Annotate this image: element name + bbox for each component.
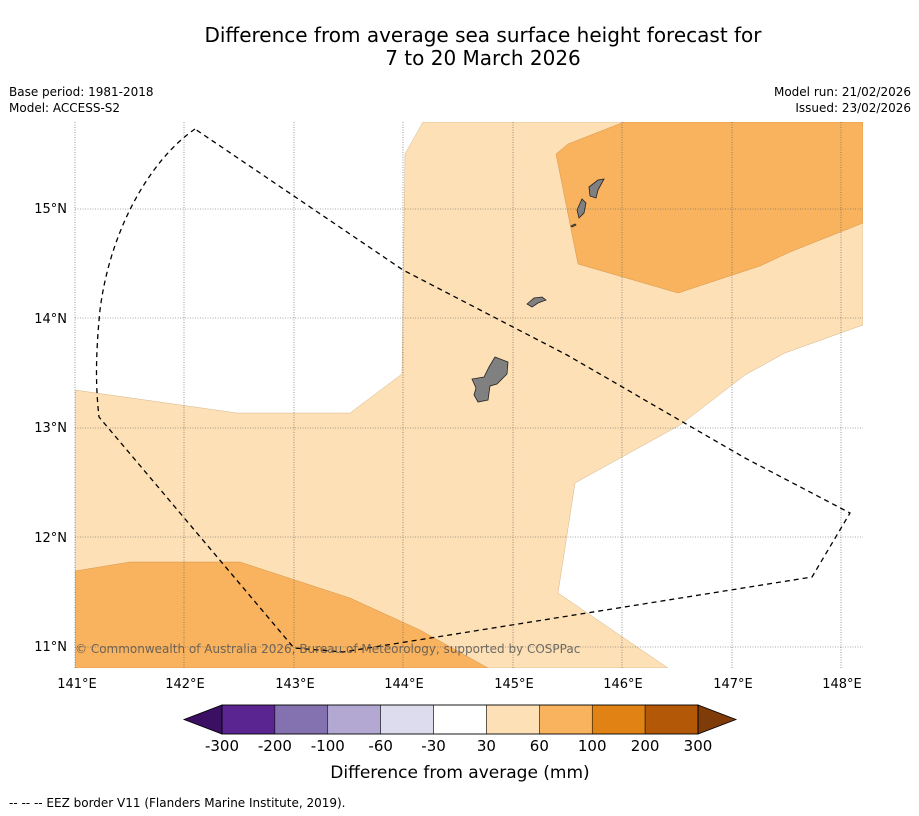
colorbar-segment: [539, 704, 593, 735]
colorbar-segment: [380, 704, 434, 735]
colorbar-segment: [274, 704, 329, 735]
lat-label: 13°N: [34, 421, 67, 436]
lat-label: 15°N: [34, 202, 67, 217]
lon-label: 148°E: [822, 677, 862, 692]
eez-border: [95, 128, 851, 653]
contour-60-100-northeast: [555, 122, 863, 294]
colorbar-segment: [327, 704, 381, 735]
copyright-watermark: © Commonwealth of Australia 2026, Bureau…: [75, 642, 580, 656]
lon-label: 142°E: [165, 677, 205, 692]
colorbar-tick-label: 200: [631, 737, 660, 755]
lat-label: 12°N: [34, 531, 67, 546]
title-line-1: Difference from average sea surface heig…: [204, 23, 762, 47]
contour-60-100-southwest: [75, 561, 489, 668]
guam-island: [471, 356, 509, 403]
colorbar-segment: [591, 704, 646, 735]
tinian-island: [576, 198, 587, 219]
rota-island: [526, 296, 547, 308]
colorbar-segment: [433, 704, 487, 735]
lon-label: 144°E: [384, 677, 424, 692]
land-islands: [471, 178, 605, 403]
eez-credit-note: -- -- -- EEZ border V11 (Flanders Marine…: [9, 796, 346, 810]
issued-date: Issued: 23/02/2026: [795, 101, 911, 115]
lon-label: 145°E: [494, 677, 534, 692]
colorbar-tick-label: -60: [368, 737, 393, 755]
colorbar-outline: [221, 704, 699, 735]
model-name: Model: ACCESS-S2: [9, 101, 121, 115]
longitude-labels: 141°E 142°E 143°E 144°E 145°E 146°E 147°…: [57, 677, 862, 692]
colorbar-extend-high: [697, 704, 738, 735]
lon-label: 143°E: [275, 677, 315, 692]
colorbar-extend-low: [182, 704, 223, 735]
colorbar-label: Difference from average (mm): [330, 763, 589, 783]
colorbar-tick-label: 100: [578, 737, 607, 755]
colorbar-segment: [486, 704, 540, 735]
colorbar-tick-label: -300: [205, 737, 239, 755]
lon-label: 146°E: [603, 677, 643, 692]
lat-label: 11°N: [34, 640, 67, 655]
colorbar-tick-label: 30: [477, 737, 496, 755]
lon-label: 141°E: [57, 677, 97, 692]
colorbar-tick-label: -30: [421, 737, 446, 755]
title-line-2: 7 to 20 March 2026: [385, 46, 581, 70]
colorbar-segment: [221, 704, 276, 735]
contour-layer: [75, 122, 863, 668]
model-run-date: Model run: 21/02/2026: [773, 85, 911, 99]
base-period: Base period: 1981-2018: [9, 85, 154, 99]
colorbar-tick-label: -200: [258, 737, 292, 755]
lat-label: 14°N: [34, 312, 67, 327]
colorbar: [182, 704, 738, 735]
colorbar-tick-labels: -300 -200 -100 -60 -30 30 60 100 200 300: [205, 737, 712, 755]
gridlines: [74, 122, 863, 668]
colorbar-tick-label: 300: [684, 737, 713, 755]
colorbar-tick-label: -100: [311, 737, 345, 755]
colorbar-segment: [644, 704, 699, 735]
lon-label: 147°E: [713, 677, 753, 692]
colorbar-tick-label: 60: [530, 737, 549, 755]
latitude-labels: 15°N 14°N 13°N 12°N 11°N: [34, 202, 67, 655]
aguijan-island: [570, 223, 577, 228]
saipan-island: [588, 178, 605, 199]
